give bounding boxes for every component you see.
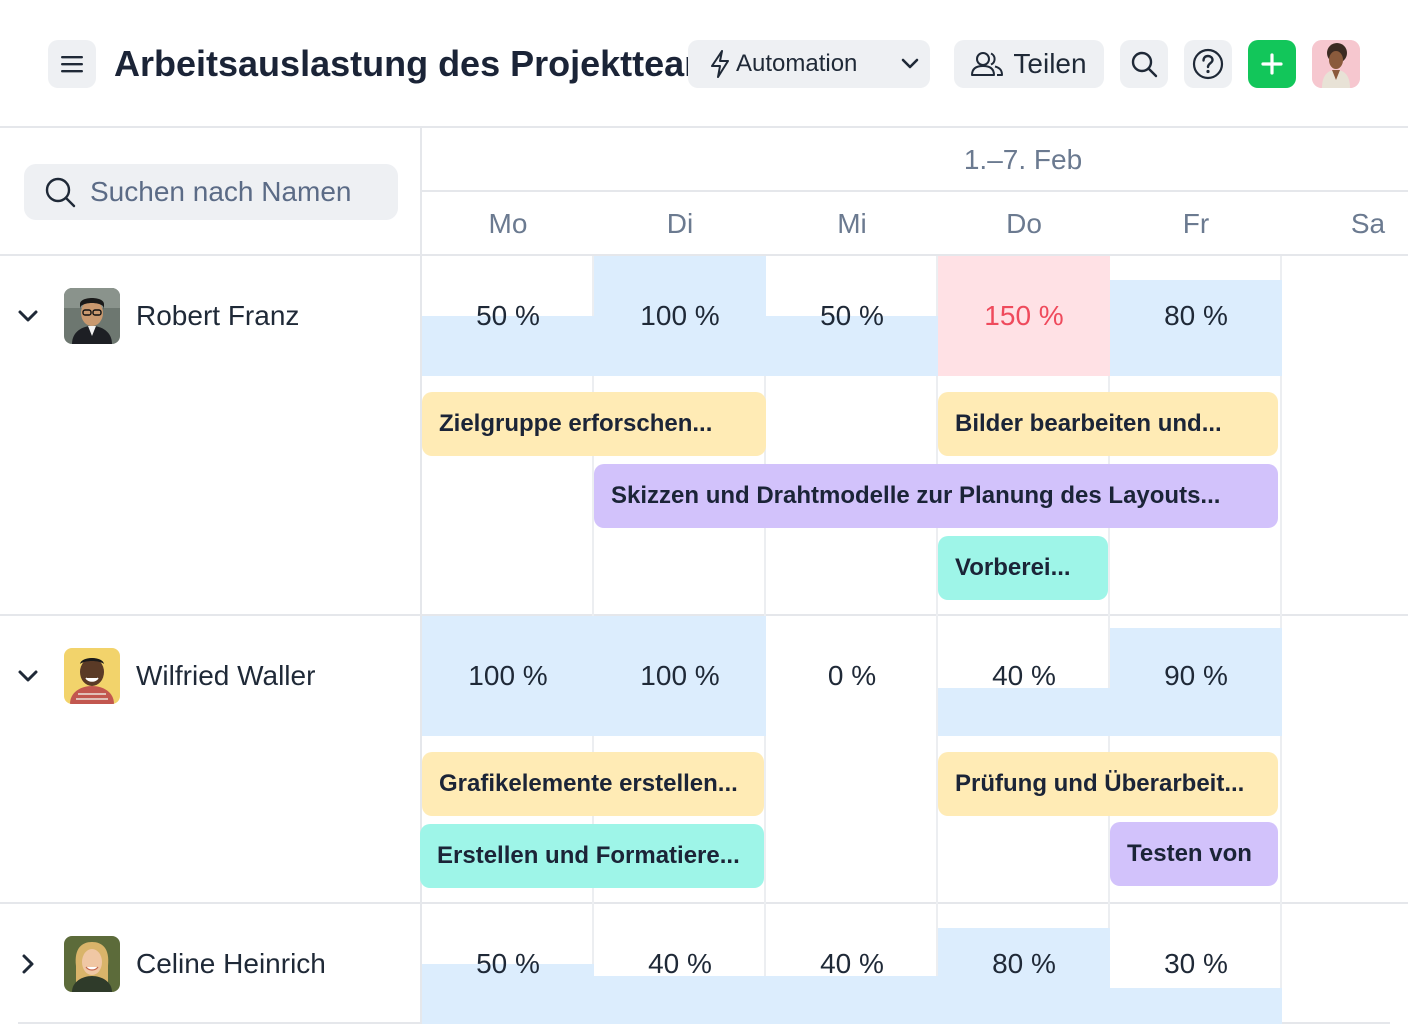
user-avatar[interactable] [1312,40,1360,88]
panel-divider [420,128,422,1024]
person-row-wilfried-waller: Wilfried Waller [0,648,420,704]
workload-cell[interactable]: 30 % [1110,904,1282,1024]
avatar [64,648,120,704]
workload-fill [1110,280,1282,376]
workload-fill [938,688,1110,736]
day-header-mi: Mi [837,208,867,239]
workload-value: 30 % [1164,948,1228,979]
person-name: Celine Heinrich [136,948,326,979]
row-divider [0,902,1408,904]
lightning-icon [711,50,729,78]
workload-value: 100 % [640,660,720,691]
chevron-right-icon[interactable] [0,936,56,992]
workload-fill [938,928,1110,1024]
task-bar[interactable]: Zielgruppe erforschen... [422,392,766,456]
person-name: Wilfried Waller [136,660,316,691]
workload-fill [766,316,938,376]
task-bar[interactable]: Grafikelemente erstellen... [422,752,764,816]
share-label: Teilen [1013,48,1087,79]
grid-line [936,256,938,1024]
workload-value: 90 % [1164,660,1228,691]
task-bar[interactable]: Vorberei... [938,536,1108,600]
divider [422,190,1408,192]
workload-value: 80 % [992,948,1056,979]
search-icon [45,177,76,208]
plus-icon [1261,53,1283,75]
workload-cell[interactable]: 100 % [594,616,766,736]
chevron-down-icon[interactable] [0,648,56,704]
task-bar[interactable]: Skizzen und Drahtmodelle zur Planung des… [594,464,1278,528]
workload-cell[interactable]: 40 % [766,904,938,1024]
row-divider [0,254,1408,256]
hamburger-icon [61,56,83,73]
workload-value: 50 % [820,300,884,331]
day-header-di: Di [666,208,694,239]
workload-value: 80 % [1164,300,1228,331]
day-header-do: Do [1006,208,1042,239]
workload-value: 100 % [468,660,548,691]
avatar [64,288,120,344]
workload-cell-overload[interactable]: 150 % [938,256,1110,376]
workload-cell[interactable]: 100 % [594,256,766,376]
workload-fill [594,256,766,376]
workload-value: 150 % [984,300,1064,331]
task-bar[interactable]: Testen von [1110,822,1278,886]
workload-fill [422,964,594,1024]
workload-value: 50 % [476,948,540,979]
workload-fill [594,616,766,736]
page-title: Arbeitsauslastung des Projektteams [114,43,737,84]
workload-value: 40 % [648,948,712,979]
top-bar: Arbeitsauslastung des Projektteams Autom… [0,0,1408,128]
help-button[interactable] [1184,40,1232,88]
workload-cell[interactable]: 100 % [422,616,594,736]
workload-fill [1110,988,1282,1024]
task-bar[interactable]: Erstellen und Formatiere... [420,824,764,888]
chevron-down-icon[interactable] [0,288,56,344]
chevron-down-icon [890,58,930,70]
week-range-label: 1.–7. Feb [963,144,1083,175]
day-header-fr: Fr [1182,208,1210,239]
workload-value: 40 % [820,948,884,979]
day-header-mo: Mo [488,208,528,239]
workload-cell[interactable]: 80 % [938,904,1110,1024]
avatar [64,936,120,992]
help-icon [1192,48,1224,80]
search-input[interactable] [90,176,390,208]
workload-value: 100 % [640,300,720,331]
workload-cell[interactable]: 80 % [1110,256,1282,376]
search-button[interactable] [1120,40,1168,88]
person-name: Robert Franz [136,300,300,331]
search-box[interactable] [24,164,398,220]
workload-fill [938,256,1110,376]
grid-line [1108,256,1110,1024]
menu-button[interactable] [48,40,96,88]
row-divider [0,614,1408,616]
workload-cell[interactable]: 40 % [594,904,766,1024]
workload-fill [422,316,594,376]
automation-label: Automation [736,50,858,77]
workload-fill [422,616,594,736]
add-button[interactable] [1248,40,1296,88]
workload-value: 40 % [992,660,1056,691]
task-bar[interactable]: Prüfung und Überarbeit... [938,752,1278,816]
workload-value: 50 % [476,300,540,331]
workload-cell[interactable]: 50 % [422,256,594,376]
workload-fill [594,976,766,1024]
search-icon [1131,51,1158,78]
task-bar[interactable]: Bilder bearbeiten und... [938,392,1278,456]
workload-fill [1110,628,1282,736]
users-icon [971,52,1004,76]
workload-fill [766,976,938,1024]
workload-cell[interactable]: 40 % [938,616,1110,736]
workload-cell[interactable]: 50 % [766,256,938,376]
workload-value: 0 % [827,660,877,691]
person-row-celine-heinrich: Celine Heinrich [0,936,420,992]
person-row-robert-franz: Robert Franz [0,288,420,344]
day-header-sa: Sa [1350,208,1386,239]
share-button[interactable]: Teilen [954,40,1104,88]
automation-dropdown[interactable]: Automation [688,40,930,88]
workload-cell[interactable]: 0 % [766,616,938,736]
workload-cell[interactable]: 50 % [422,904,594,1024]
workload-cell[interactable]: 90 % [1110,616,1282,736]
